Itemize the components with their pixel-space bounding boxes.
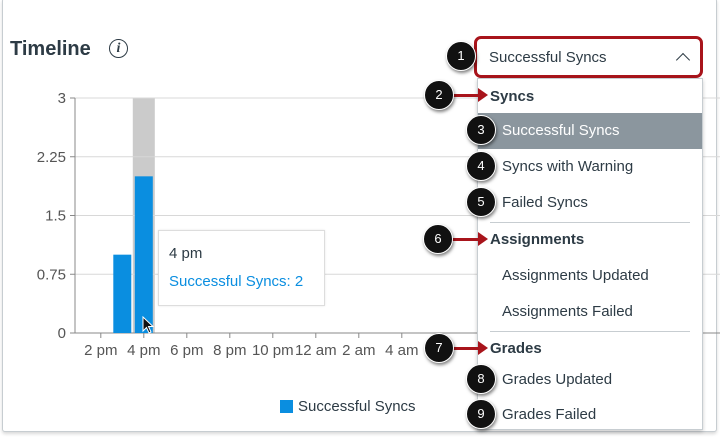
y-tick-label: 0 [58, 325, 66, 342]
x-tick-label: 2 pm [84, 342, 117, 359]
callout-arrow [452, 88, 488, 102]
callout-3: 3 [466, 115, 496, 145]
tooltip-title: 4 pm [169, 245, 203, 262]
select-value: Successful Syncs [489, 49, 607, 66]
menu-item-syncs-with-warning[interactable]: Syncs with Warning [502, 158, 634, 175]
callout-1: 1 [446, 41, 476, 71]
menu-divider [490, 331, 690, 332]
metric-dropdown-menu: Syncs Successful Syncs Syncs with Warnin… [477, 78, 703, 430]
x-tick-label: 2 am [342, 342, 375, 359]
callout-7: 7 [424, 333, 454, 363]
x-tick-label: 12 am [295, 342, 337, 359]
callout-6: 6 [423, 224, 453, 254]
y-tick-label: 0.75 [37, 266, 66, 283]
menu-group-grades: Grades [490, 340, 542, 357]
callout-arrow [452, 232, 488, 246]
menu-item-successful-syncs[interactable]: Successful Syncs [478, 113, 702, 149]
chart-legend[interactable]: Successful Syncs [280, 398, 416, 415]
menu-item-assignments-failed[interactable]: Assignments Failed [502, 303, 633, 320]
x-tick-label: 4 pm [127, 342, 160, 359]
bar [113, 254, 132, 333]
menu-item-assignments-updated[interactable]: Assignments Updated [502, 267, 649, 284]
y-tick-label: 2.25 [37, 149, 66, 166]
callout-2: 2 [424, 80, 454, 110]
menu-item-grades-failed[interactable]: Grades Failed [502, 406, 597, 423]
tooltip-value: Successful Syncs: 2 [169, 273, 304, 290]
y-tick-label: 3 [58, 90, 66, 107]
info-icon[interactable]: i [109, 39, 128, 58]
menu-group-assignments: Assignments [490, 231, 585, 248]
menu-item-grades-updated[interactable]: Grades Updated [502, 371, 613, 388]
x-tick-label: 6 pm [170, 342, 203, 359]
callout-8: 8 [466, 364, 496, 394]
callout-4: 4 [466, 151, 496, 181]
x-tick-label: 10 pm [252, 342, 294, 359]
callout-9: 9 [466, 399, 496, 429]
bar [134, 176, 153, 333]
chart-tooltip: 4 pm Successful Syncs: 2 [158, 230, 325, 306]
callout-5: 5 [466, 187, 496, 217]
legend-swatch [280, 400, 293, 413]
legend-label: Successful Syncs [298, 398, 416, 415]
y-tick-label: 1.5 [45, 208, 66, 225]
callout-arrow [452, 341, 488, 355]
x-tick-label: 8 pm [213, 342, 246, 359]
chevron-up-icon [675, 52, 691, 68]
menu-divider [490, 222, 690, 223]
metric-select[interactable]: Successful Syncs [474, 36, 703, 78]
menu-item-failed-syncs[interactable]: Failed Syncs [502, 194, 588, 211]
mouse-cursor-icon [142, 316, 155, 334]
page-title: Timeline [10, 38, 91, 60]
x-tick-label: 4 am [385, 342, 418, 359]
menu-group-syncs: Syncs [490, 88, 535, 105]
